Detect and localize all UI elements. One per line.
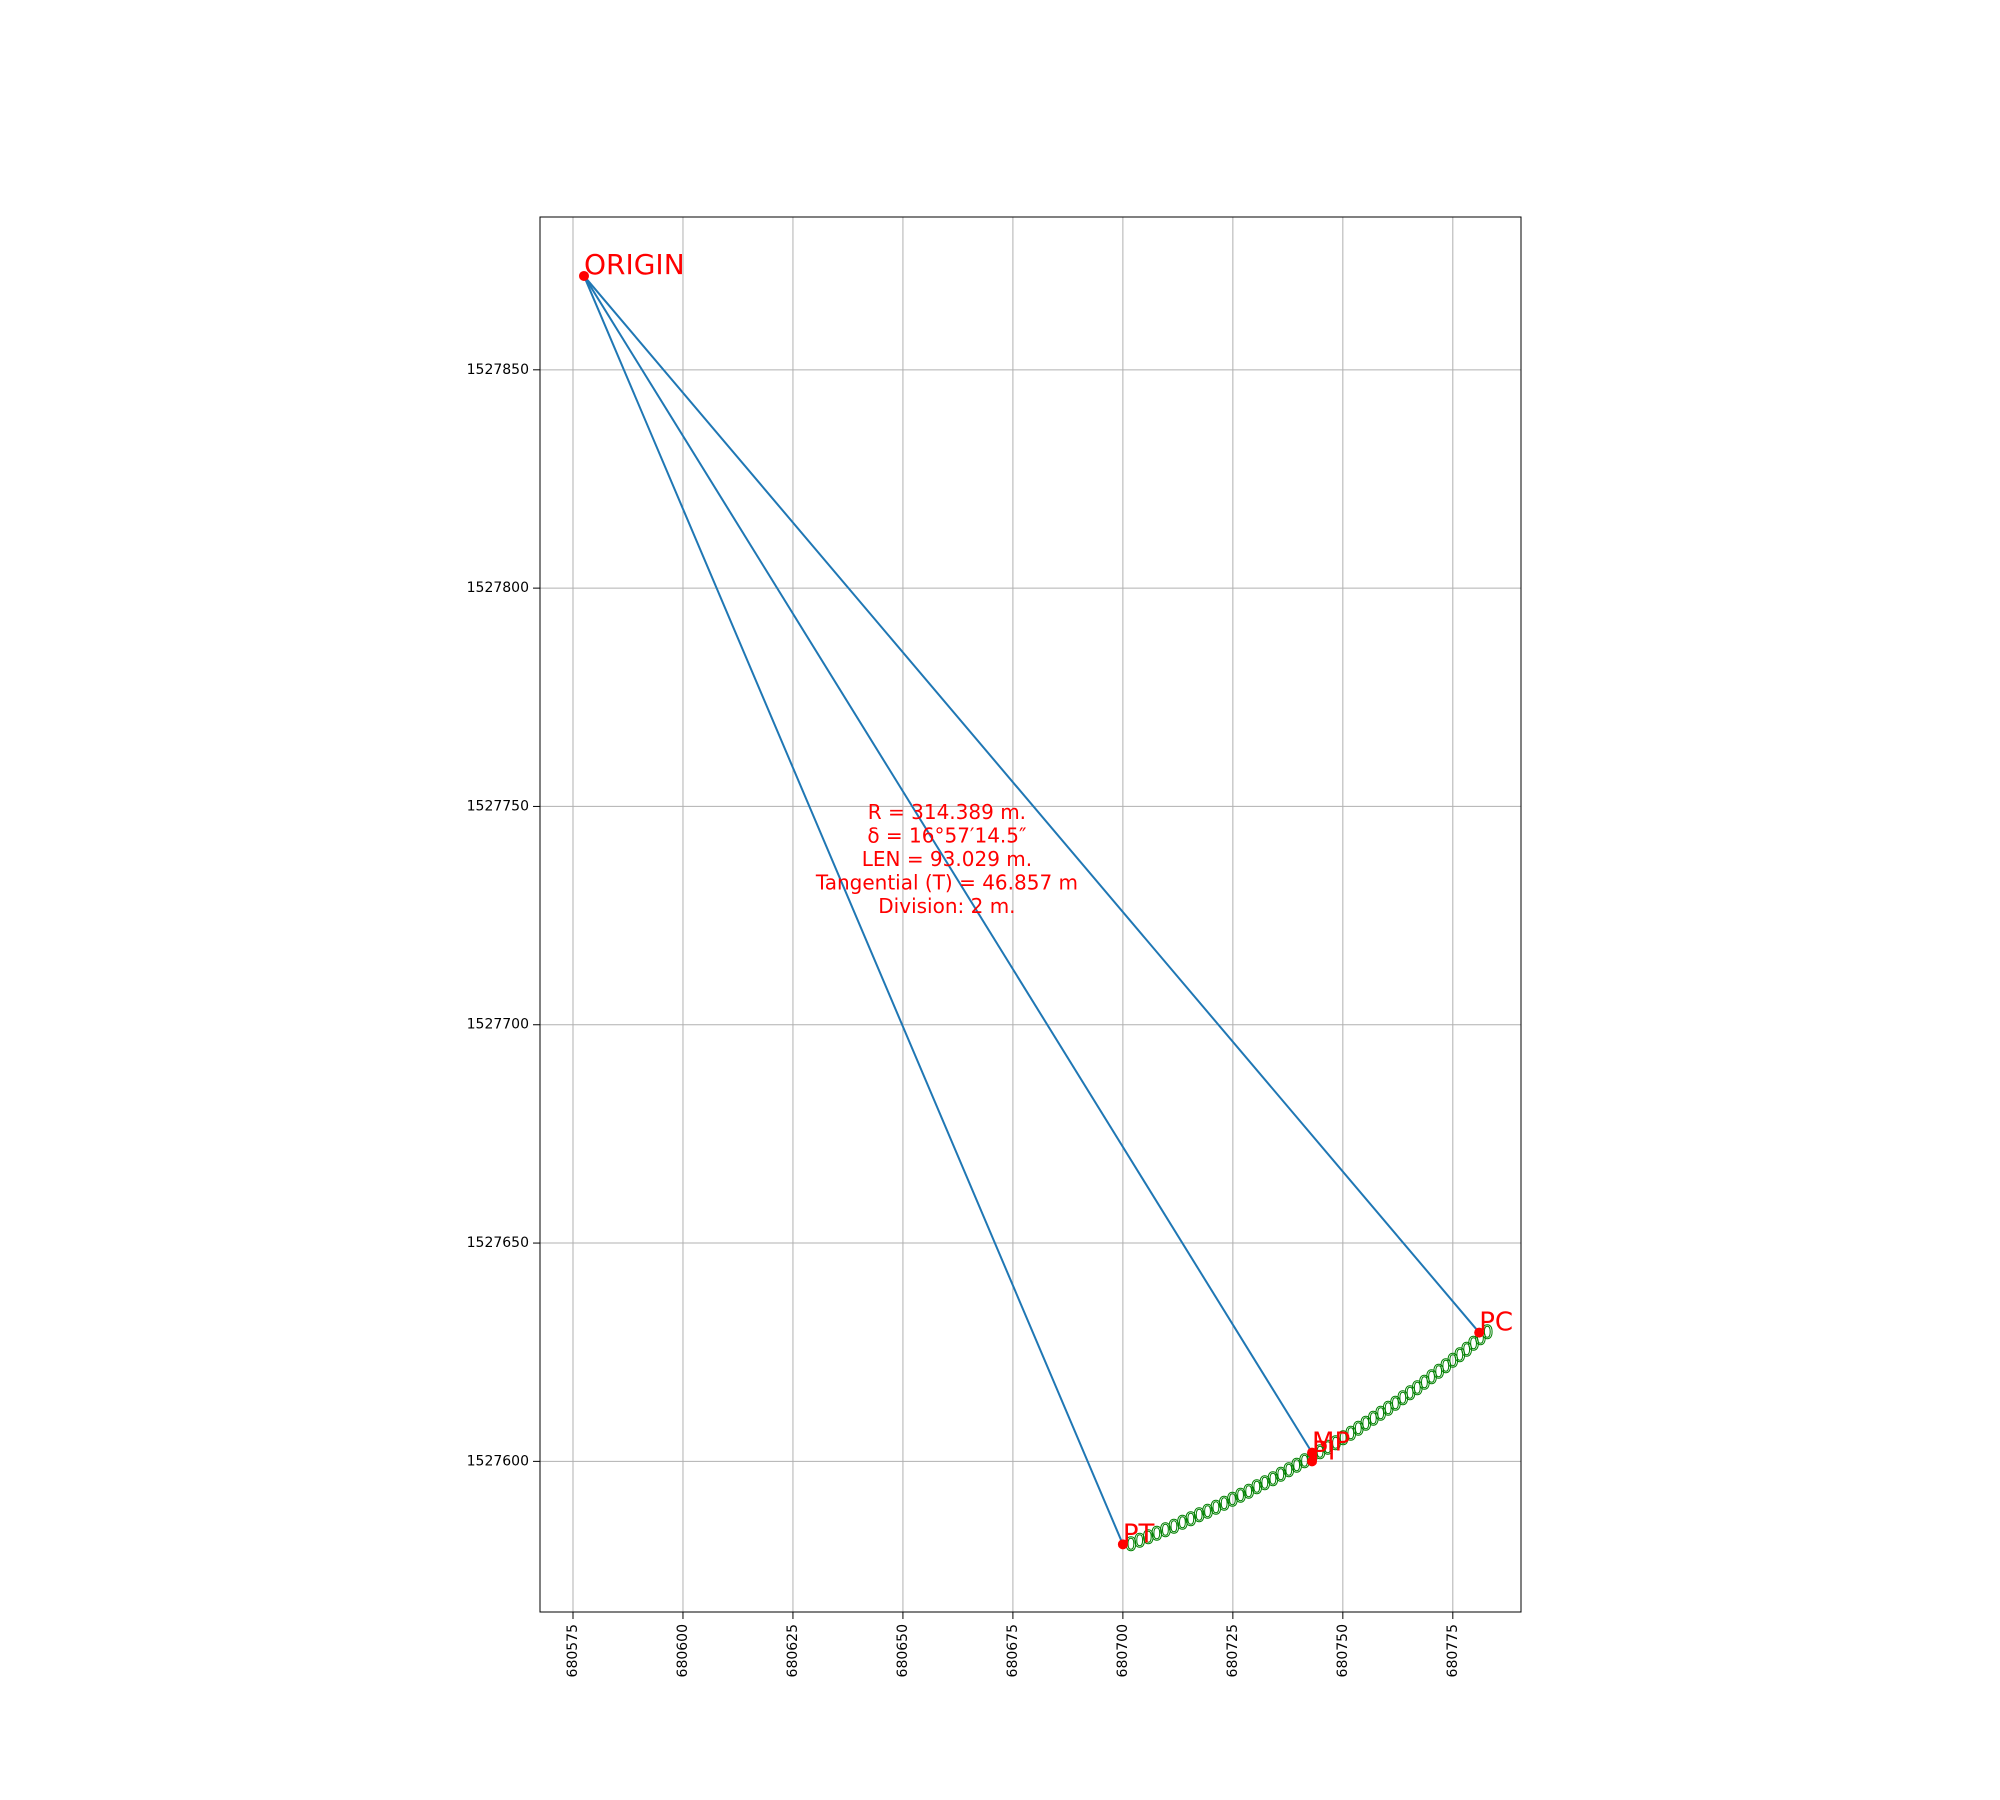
- x-tick-label: 680625: [785, 1624, 801, 1677]
- points-layer: [578, 270, 1485, 1550]
- x-tick-label: 680775: [1445, 1624, 1461, 1677]
- curve-info-line: LEN = 93.029 m.: [862, 847, 1032, 871]
- point-pc: [1474, 1327, 1485, 1338]
- station-label: 0: [1193, 1505, 1205, 1527]
- point-label-origin: ORIGIN: [584, 248, 685, 281]
- x-tick-label: 680700: [1115, 1624, 1131, 1677]
- station-label: 0: [1243, 1481, 1255, 1503]
- station-label: 0: [1360, 1413, 1372, 1435]
- x-tick-label: 680600: [675, 1624, 691, 1677]
- radial-line-mp: [583, 275, 1313, 1454]
- station-label: 0: [1291, 1455, 1303, 1477]
- radial-lines-layer: [583, 275, 1480, 1545]
- station-label: 0: [1159, 1519, 1171, 1541]
- station-label: 0: [1185, 1508, 1197, 1530]
- plot-area: [540, 217, 1521, 1612]
- curve-info-line: Division: 2 m.: [878, 894, 1015, 918]
- y-tick-label: 1527800: [467, 580, 529, 596]
- radial-line-pt: [583, 275, 1124, 1545]
- point-pt: [1117, 1539, 1128, 1550]
- y-tick-label: 1527700: [467, 1017, 529, 1033]
- station-label: 0: [1367, 1408, 1379, 1430]
- station-label: 0: [1418, 1372, 1430, 1394]
- station-label: 0: [1202, 1501, 1214, 1523]
- station-label: 0: [1397, 1388, 1409, 1410]
- station-label: 0: [1404, 1383, 1416, 1405]
- curve-info-line: Tangential (T) = 46.857 m: [815, 870, 1078, 894]
- station-label: 0: [1259, 1473, 1271, 1495]
- station-label: 0: [1168, 1516, 1180, 1538]
- station-label: 0: [1345, 1423, 1357, 1445]
- x-tick-label: 680650: [895, 1624, 911, 1677]
- station-label: 0: [1382, 1398, 1394, 1420]
- grid-layer: [540, 217, 1521, 1612]
- plot-frame: [539, 216, 1522, 1613]
- station-label: 0: [1226, 1489, 1238, 1511]
- station-label: 0: [1481, 1322, 1493, 1344]
- point-pi: [1307, 1456, 1318, 1467]
- station-label: 0: [1314, 1442, 1326, 1464]
- station-label: 0: [1176, 1512, 1188, 1534]
- x-axis-ticks: 680575 680600 680625 680650 680675 680700 6807…: [565, 1612, 1461, 1677]
- station-label: 0: [1125, 1533, 1137, 1555]
- station-label: 0: [1454, 1344, 1466, 1366]
- x-tick-label: 680575: [565, 1624, 581, 1677]
- station-label: 0: [1337, 1428, 1349, 1450]
- station-label: 0: [1267, 1468, 1279, 1490]
- y-tick-label: 1527750: [467, 798, 529, 814]
- x-tick-label: 680725: [1225, 1624, 1241, 1677]
- station-label: 0: [1329, 1432, 1341, 1454]
- curve-info-annotation: R = 314.389 m. δ = 16°57′14.5″ LEN = 93.02…: [815, 800, 1078, 918]
- curve-info-line: R = 314.389 m.: [868, 800, 1026, 824]
- point-label-mp: MP: [1312, 1428, 1350, 1458]
- station-label: 0: [1468, 1333, 1480, 1355]
- station-label: 0: [1375, 1403, 1387, 1425]
- station-label: 0: [1151, 1523, 1163, 1545]
- station-label: 0: [1275, 1464, 1287, 1486]
- x-tick-label: 680750: [1335, 1624, 1351, 1677]
- station-label: 0: [1251, 1477, 1263, 1499]
- station-label: 0: [1235, 1485, 1247, 1507]
- station-label: 0: [1134, 1530, 1146, 1552]
- station-label: 0: [1433, 1361, 1445, 1383]
- x-tick-label: 680675: [1005, 1624, 1021, 1677]
- radial-line-pc: [583, 275, 1480, 1334]
- y-tick-label: 1527650: [467, 1235, 529, 1251]
- point-mp: [1307, 1447, 1318, 1458]
- station-label: 0: [1322, 1437, 1334, 1459]
- station-label: 0: [1461, 1339, 1473, 1361]
- curve-info-line: δ = 16°57′14.5″: [867, 823, 1026, 847]
- point-label-pt: PT: [1123, 1519, 1155, 1549]
- point-label-pi: PI: [1312, 1436, 1335, 1466]
- station-label: 0: [1210, 1497, 1222, 1519]
- station-label: 0: [1411, 1377, 1423, 1399]
- point-label-pc: PC: [1479, 1308, 1513, 1338]
- station-label: 0: [1218, 1493, 1230, 1515]
- station-label: 0: [1298, 1451, 1310, 1473]
- station-label: 0: [1142, 1526, 1154, 1548]
- point-origin: [578, 270, 589, 281]
- station-label: 0: [1447, 1350, 1459, 1372]
- station-label: 0: [1283, 1460, 1295, 1482]
- y-tick-label: 1527600: [467, 1453, 529, 1469]
- y-tick-label: 1527850: [467, 362, 529, 378]
- station-label: 0: [1389, 1393, 1401, 1415]
- station-label: 0: [1426, 1367, 1438, 1389]
- y-axis-ticks: 1527600 1527650 1527700 1527750 1527800 15278…: [467, 362, 540, 1469]
- station-label: 0: [1440, 1356, 1452, 1378]
- station-label: 0: [1352, 1418, 1364, 1440]
